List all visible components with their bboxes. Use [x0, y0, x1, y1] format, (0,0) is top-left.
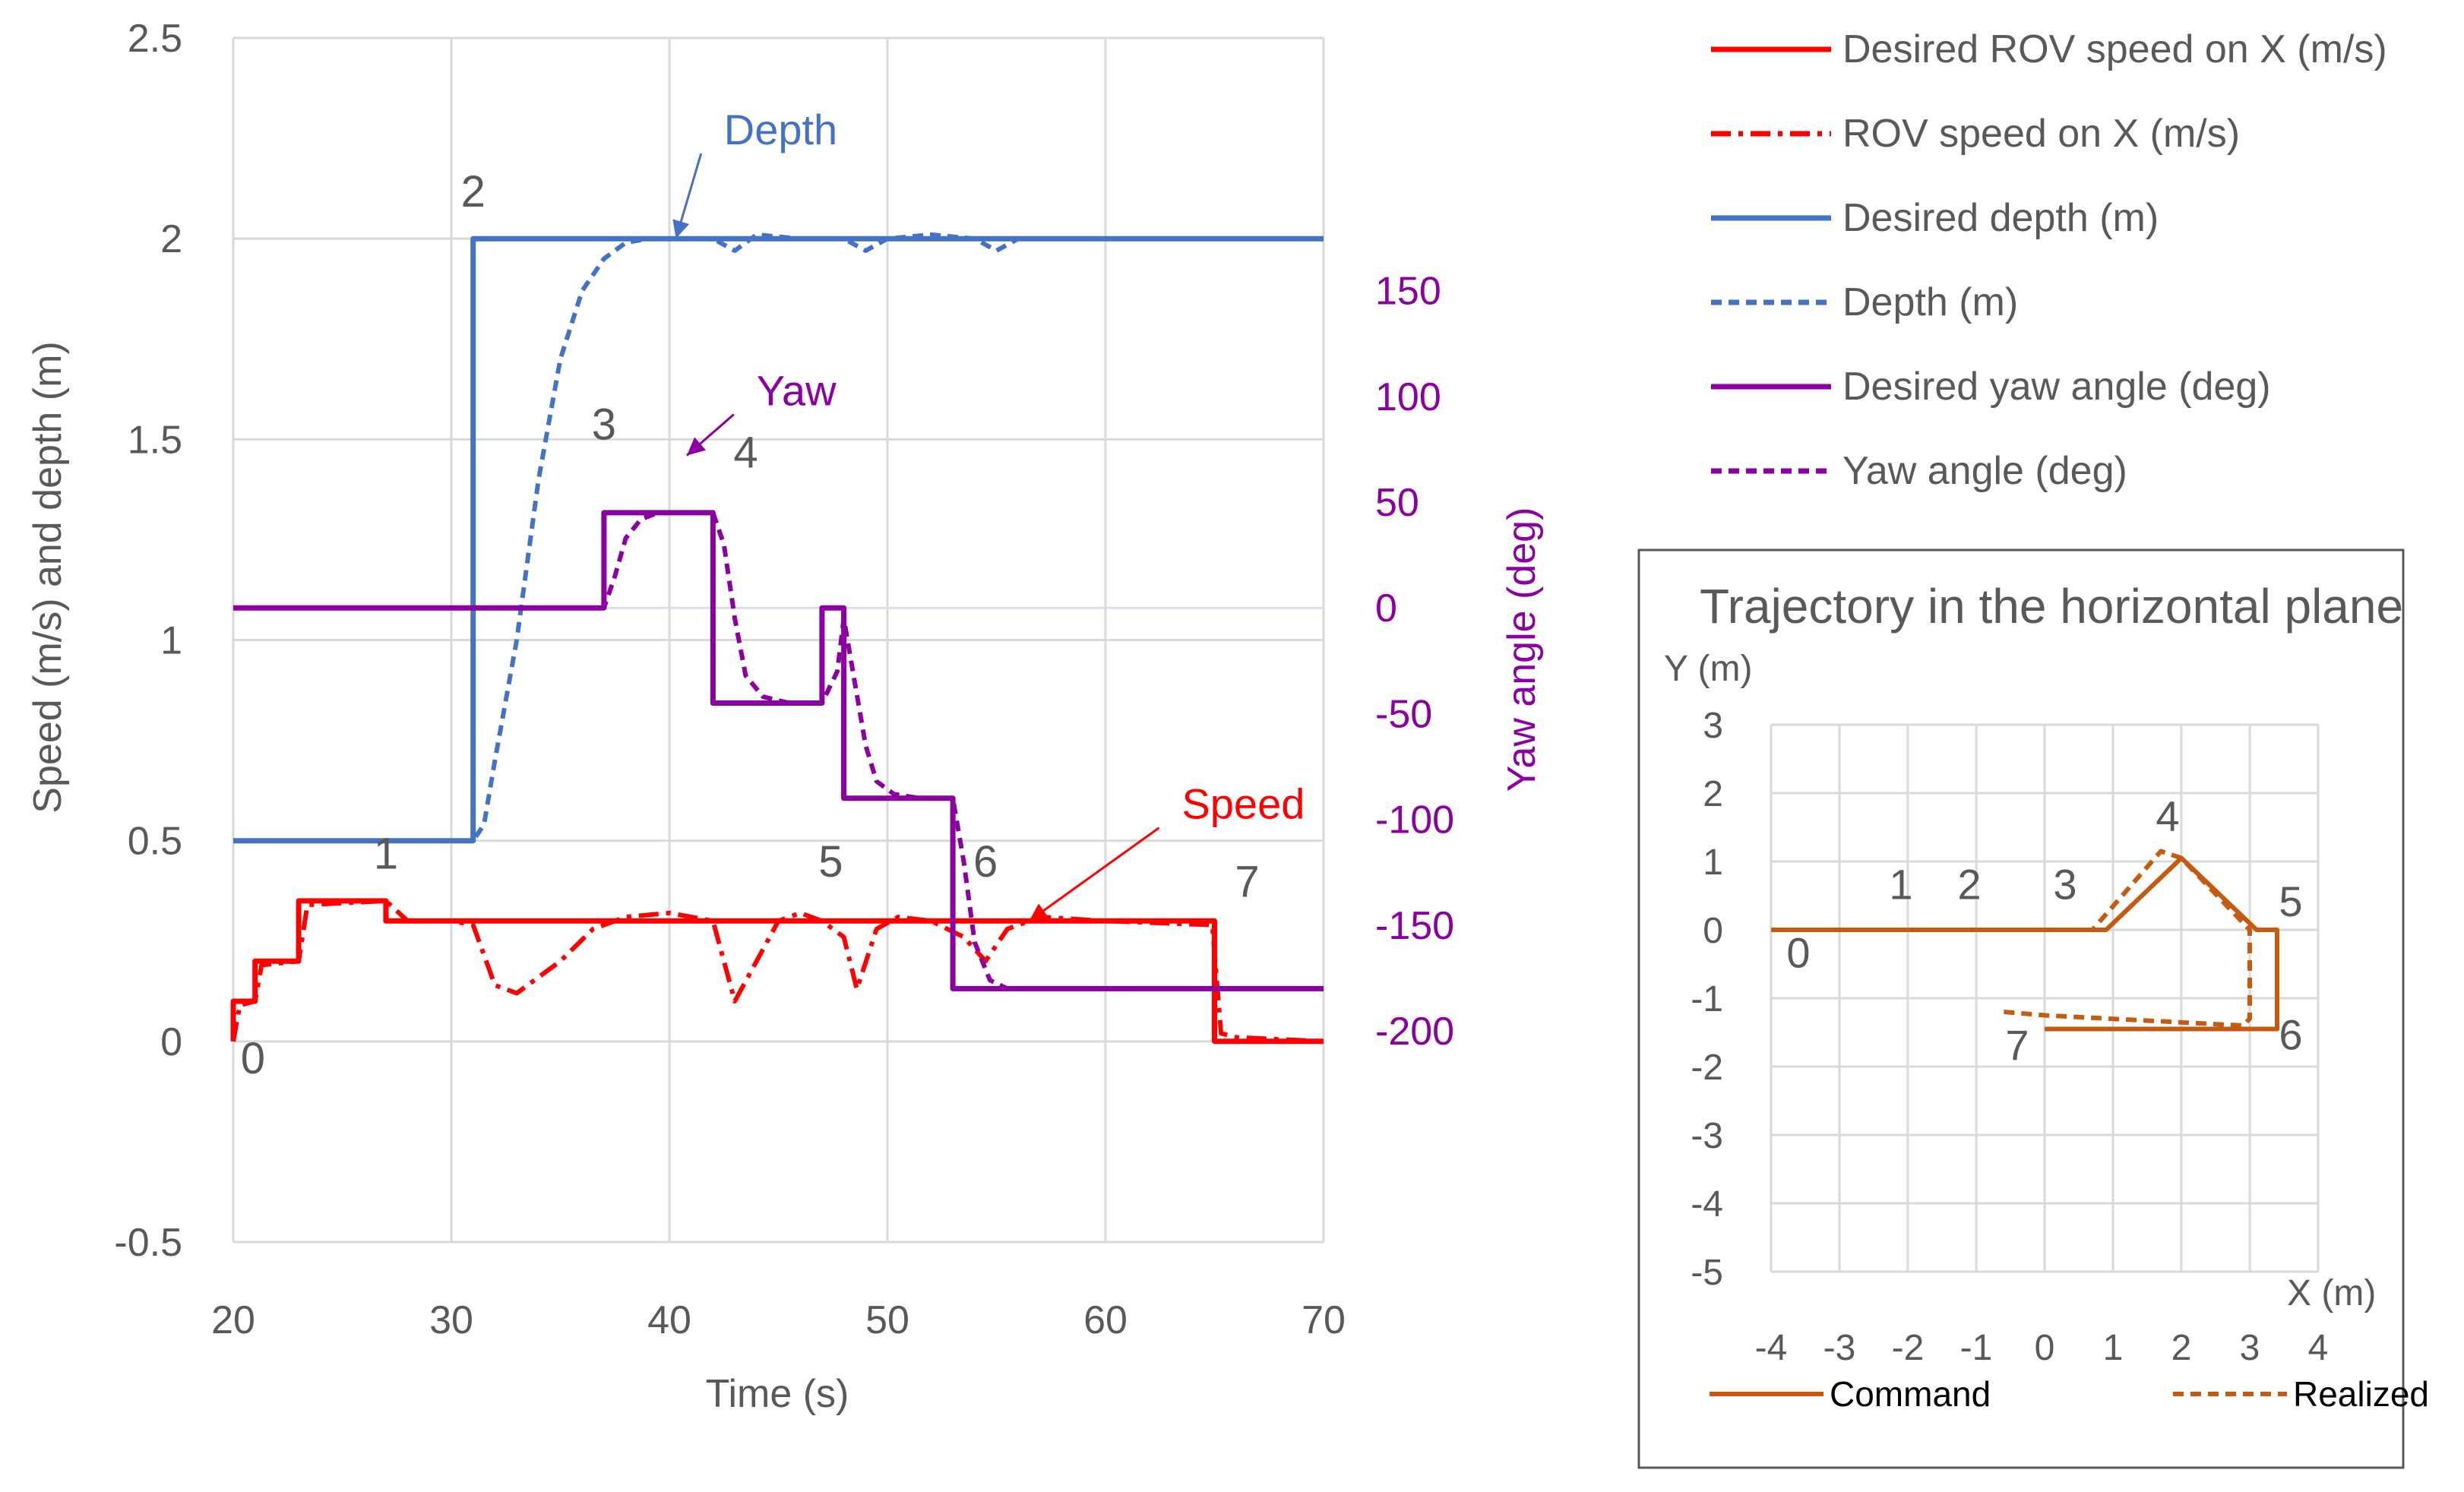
- inset-point-label: 7: [2005, 1021, 2029, 1069]
- inset-y-title: Y (m): [1664, 649, 1752, 689]
- inset-y-tick-label: -1: [1691, 979, 1723, 1019]
- y-tick-label: 1.5: [128, 418, 182, 462]
- x-tick-label: 20: [211, 1298, 255, 1342]
- inset-y-tick-label: -3: [1691, 1116, 1723, 1156]
- point-label: 1: [374, 830, 398, 879]
- inset-x-tick-label: 4: [2308, 1328, 2329, 1368]
- y2-tick-label: 150: [1375, 270, 1441, 314]
- point-label: 5: [818, 837, 843, 887]
- inset-x-tick-label: 1: [2103, 1328, 2124, 1368]
- x-tick-label: 60: [1083, 1298, 1128, 1342]
- inset-y-tick-label: 3: [1703, 706, 1723, 746]
- y2-tick-label: 0: [1375, 586, 1397, 631]
- point-label: 4: [733, 428, 758, 477]
- legend-label: ROV speed on X (m/s): [1842, 112, 2240, 156]
- inset-x-tick-label: 2: [2171, 1328, 2192, 1368]
- inset-x-tick-label: 0: [2035, 1328, 2055, 1368]
- y-tick-label: 2.5: [128, 17, 182, 61]
- y-tick-label: 2: [160, 217, 182, 261]
- series-line-4: [233, 510, 1324, 991]
- annotation-label: Depth: [724, 106, 837, 153]
- inset-gridlines: [1770, 723, 2320, 1273]
- inset-y-tick-label: -4: [1691, 1184, 1723, 1225]
- annotation-label: Yaw: [757, 367, 837, 415]
- inset-x-tick-label: -1: [1960, 1328, 1993, 1368]
- inset-point-label: 5: [2279, 877, 2302, 925]
- inset-x-tick-label: 3: [2240, 1328, 2260, 1368]
- inset-title: Trajectory in the horizontal plane: [1700, 579, 2403, 634]
- y2-tick-label: 100: [1375, 375, 1441, 419]
- inset-point-label: 6: [2279, 1011, 2302, 1059]
- y2-tick-label: 50: [1375, 481, 1419, 525]
- inset-series-line-1: [1771, 849, 2252, 1028]
- main-series: [230, 232, 1324, 1045]
- y-tick-label: 0: [160, 1020, 182, 1064]
- y-tick-label: 1: [160, 619, 182, 663]
- inset-legend: Command Realized: [1710, 1374, 2429, 1414]
- annotation-arrowhead: [1029, 903, 1049, 921]
- y2-tick-label: -50: [1375, 692, 1432, 736]
- x-tick-label: 70: [1302, 1298, 1346, 1342]
- series-line-1: [231, 898, 1324, 1044]
- x-axis-title: Time (s): [706, 1372, 849, 1416]
- point-label: 0: [241, 1034, 265, 1083]
- main-gridlines: [232, 36, 1325, 1244]
- legend-label: Desired ROV speed on X (m/s): [1842, 27, 2387, 71]
- inset-point-label: 0: [1786, 929, 1810, 977]
- inset-series-line-0: [1771, 855, 2279, 1032]
- annotation-arrow: [1028, 827, 1160, 922]
- series-line-3: [233, 232, 1040, 843]
- annotation-arrowhead: [686, 437, 707, 456]
- inset-x-title: X (m): [2287, 1273, 2376, 1313]
- series-line-5: [233, 510, 1324, 991]
- inset-x-tick-label: -4: [1755, 1328, 1788, 1368]
- inset-y-tick-label: 0: [1703, 911, 1723, 951]
- y-tick-label: 0.5: [128, 820, 182, 864]
- legend-label: Depth (m): [1842, 280, 2018, 324]
- point-label: 3: [592, 400, 616, 449]
- inset-y-tick-label: 1: [1703, 842, 1723, 883]
- inset-series: [1771, 849, 2279, 1032]
- y2-axis-title: Yaw angle (deg): [1500, 507, 1544, 792]
- y-axis-title: Speed (m/s) and depth (m): [26, 341, 70, 813]
- y2-tick-label: -200: [1375, 1010, 1454, 1054]
- series-line-2: [233, 235, 1324, 844]
- y2-tick-label: -150: [1375, 904, 1454, 948]
- inset-point-label: 3: [2053, 861, 2077, 909]
- inset-point-label: 2: [1957, 861, 1981, 909]
- annotation-label: Speed: [1181, 780, 1305, 828]
- main-axes: 20 30 40 50 60 70-0.500.511.522.5-200-150-100…: [114, 17, 1454, 1342]
- legend: Desired ROV speed on X (m/s) ROV speed on…: [1711, 27, 2387, 493]
- inset-x-tick-label: -3: [1823, 1328, 1856, 1368]
- legend-label: Desired yaw angle (deg): [1842, 365, 2271, 409]
- point-label: 7: [1235, 858, 1259, 907]
- inset-legend-label: Command: [1830, 1374, 1991, 1414]
- x-tick-label: 30: [429, 1298, 473, 1342]
- inset-y-tick-label: -5: [1691, 1253, 1723, 1293]
- inset-y-tick-label: 2: [1703, 774, 1723, 814]
- inset-frame: [1637, 548, 2405, 1469]
- x-tick-label: 40: [647, 1298, 691, 1342]
- inset-labels: 0 1 2 3 4 5 6 7: [1786, 792, 2302, 1070]
- legend-label: Desired depth (m): [1842, 196, 2159, 240]
- inset-x-tick-label: -2: [1892, 1328, 1925, 1368]
- y2-tick-label: -100: [1375, 798, 1454, 842]
- legend-label: Yaw angle (deg): [1842, 449, 2127, 493]
- inset-point-label: 4: [2156, 792, 2179, 840]
- x-tick-label: 50: [865, 1298, 909, 1342]
- annotation-arrowhead: [672, 219, 690, 239]
- y-tick-label: -0.5: [114, 1221, 182, 1265]
- inset-legend-label: Realized: [2293, 1374, 2429, 1414]
- main-annotations: Depth Yaw Speed 0 1 2 3 4 5 6 7: [241, 106, 1305, 1083]
- time-series-chart: 20 30 40 50 60 70-0.500.511.522.5-200-150-100…: [26, 17, 1544, 1416]
- point-label: 2: [461, 167, 486, 217]
- inset-y-tick-label: -2: [1691, 1048, 1723, 1088]
- inset-point-label: 1: [1889, 861, 1912, 909]
- point-label: 6: [973, 837, 998, 887]
